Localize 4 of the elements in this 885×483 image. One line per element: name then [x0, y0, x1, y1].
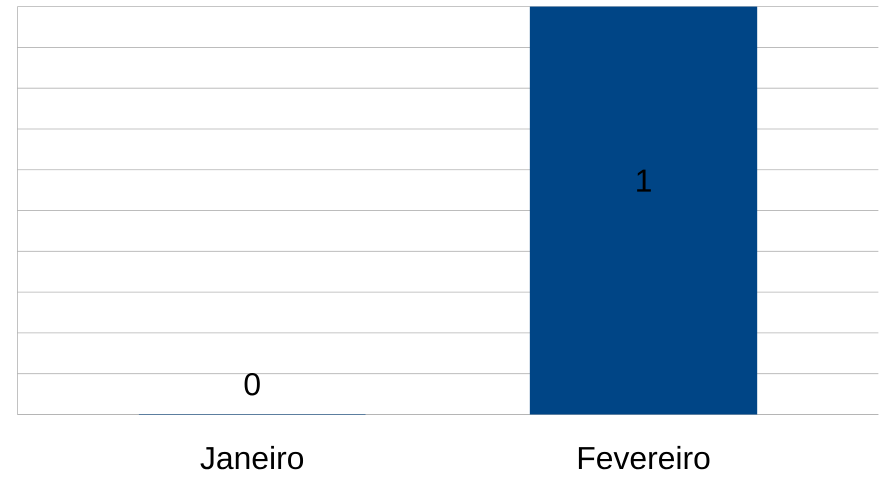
data-label: 0 — [244, 373, 260, 396]
x-tick-label: Fevereiro — [578, 446, 710, 470]
data-label: 1 — [637, 170, 651, 192]
x-tick-label: Janeiro — [200, 446, 304, 470]
